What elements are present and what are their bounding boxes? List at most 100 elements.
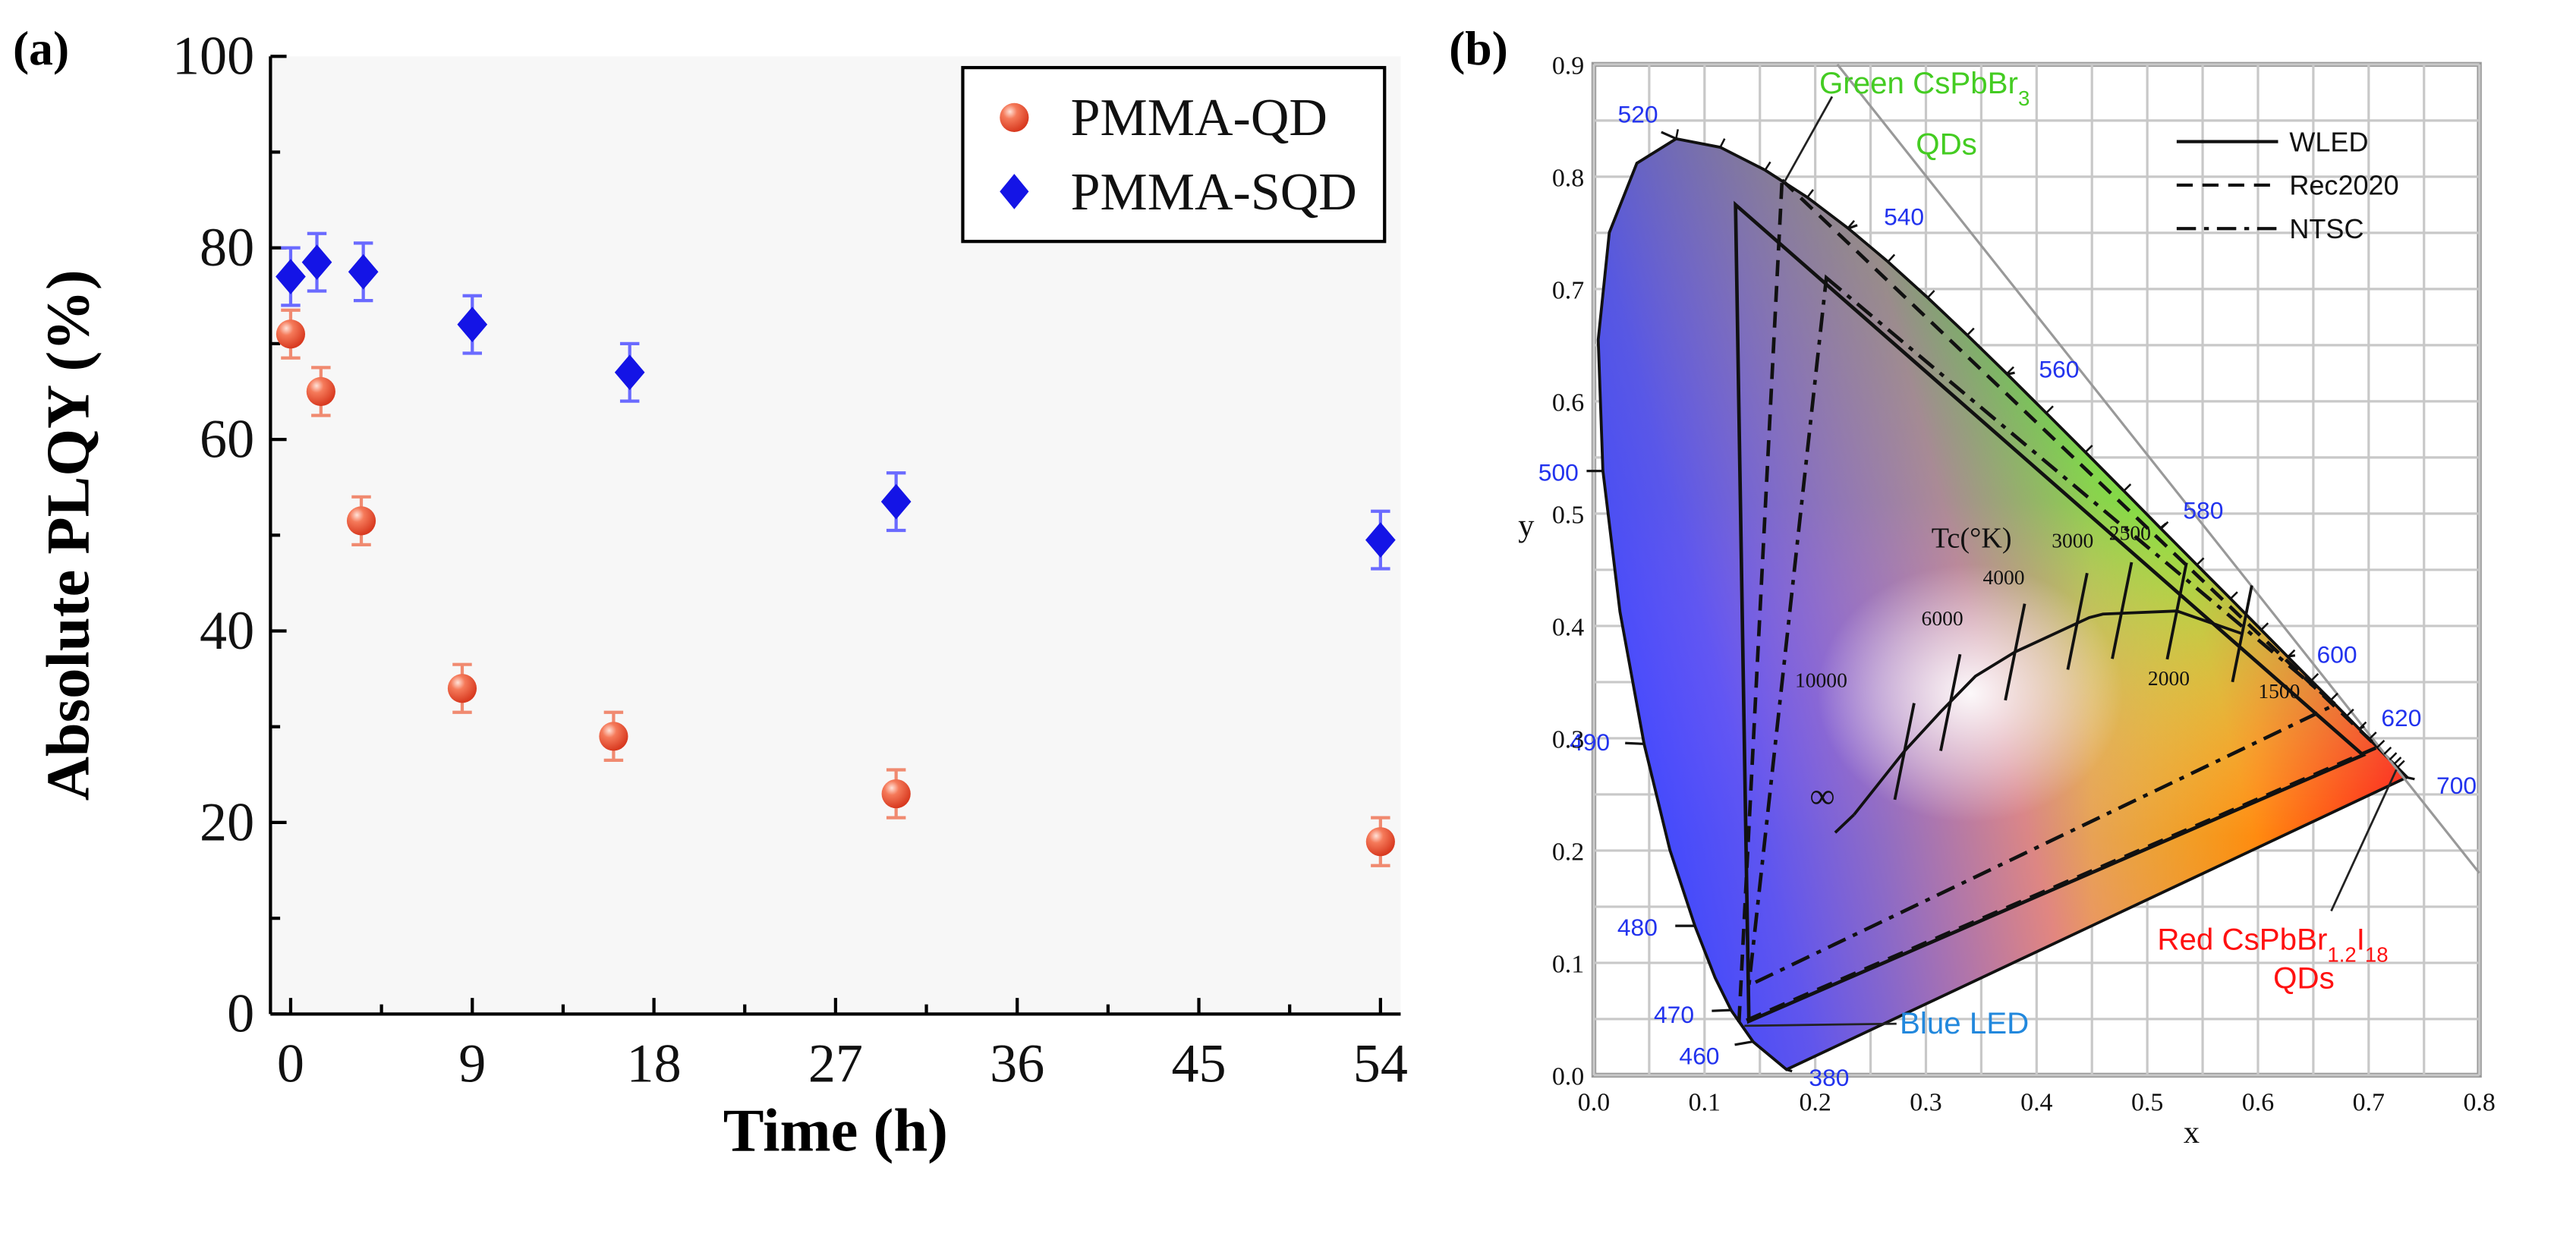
locus-minor-tick	[2045, 405, 2054, 414]
pmma-qd-point	[1365, 827, 1395, 857]
wavelength-label: 700	[2436, 772, 2477, 799]
pmma-sqd-point	[614, 354, 645, 391]
infinity-tick	[1834, 813, 1856, 834]
legend-box-a	[961, 65, 1387, 244]
wavelength-tick	[1786, 1068, 1793, 1073]
isotherm-line	[1939, 653, 1962, 751]
locus-minor-tick	[1887, 253, 1896, 263]
y-tick-label-b: 0.2	[1552, 838, 1584, 867]
legend-label-b: WLED	[2289, 126, 2368, 157]
blue-led-pointer	[1744, 1022, 1897, 1027]
x-tick-label-b: 0.4	[2020, 1089, 2052, 1117]
wavelength-tick	[1661, 131, 1677, 140]
pmma-sqd-point	[301, 244, 332, 280]
panel-b-label: (b)	[1449, 21, 1508, 75]
gamut-rec2020	[1737, 176, 2381, 1027]
isotherm-line	[2066, 572, 2089, 670]
isotherm-label: 6000	[1922, 606, 1963, 630]
pmma-qd-point	[306, 376, 335, 407]
isotherm-label: 3000	[2052, 528, 2093, 552]
legend-a: PMMA-QD PMMA-SQD	[961, 65, 1387, 244]
x-tick-label-a: 0	[277, 1033, 304, 1093]
wavelength-tick	[2006, 371, 2015, 376]
x-tick-label-b: 0.2	[1799, 1089, 1831, 1117]
pmma-qd-point	[599, 722, 628, 751]
isotherm-line	[1893, 703, 1916, 801]
wavelength-tick	[1847, 224, 1858, 230]
x-tick-label-b: 0.3	[1910, 1089, 1941, 1117]
axis-ticks-b: 0.0 0.1 0.2 0.3 0.4 0.5 0.6 0.7 0.8 0.0 0.1 0.2 0.3 0…	[1518, 52, 2496, 1150]
y-tick-label-a: 20	[200, 791, 254, 852]
x-tick-label-a: 36	[990, 1033, 1044, 1093]
locus-minor-tick	[2196, 557, 2205, 566]
legend-marker-pmma-sqd	[1000, 174, 1029, 209]
wavelength-label: 620	[2381, 704, 2421, 731]
locus-minor-tick	[1764, 161, 1771, 171]
y-tick-label-a: 60	[200, 408, 254, 469]
y-tick-label-b: 0.4	[1552, 614, 1584, 642]
wavelength-label: 580	[2183, 496, 2223, 524]
y-tick-label-a: 80	[200, 217, 254, 278]
locus-minor-tick	[2160, 521, 2169, 530]
locus-minor-tick	[1966, 327, 1975, 336]
locus-minor-tick	[2396, 760, 2405, 769]
panel-b: (b) 380 460 470 480 490 500 520 540 560 580 600 620…	[1449, 21, 2496, 1150]
x-tick-label-a: 9	[458, 1033, 486, 1093]
isotherm-label: 10000	[1795, 668, 1847, 691]
locus-minor-tick	[2229, 591, 2238, 599]
overlay-b: 380 460 470 480 490 500 520 540 560 580 600 620 700 1…	[1538, 63, 2480, 1091]
x-tick-label-a: 27	[808, 1033, 863, 1093]
wavelength-label: 480	[1617, 914, 1658, 941]
wavelength-label: 540	[1884, 203, 1924, 231]
green-qd-pointer	[1783, 96, 1834, 183]
locus-minor-tick	[2383, 746, 2392, 755]
y-tick-label-b: 0.1	[1552, 951, 1584, 979]
locus-minor-tick	[2330, 692, 2338, 701]
y-tick-label-b: 0.3	[1552, 726, 1584, 754]
x-axis-title-a: Time (h)	[723, 1097, 948, 1165]
y-axis-title-a: Absolute PLQY (%)	[35, 269, 102, 801]
pmma-sqd-point	[276, 259, 306, 294]
red-qd-pointer	[2330, 769, 2398, 912]
legend-marker-pmma-qd	[1000, 102, 1029, 132]
locus-minor-tick	[2393, 757, 2402, 765]
green-qd-label: Green CsPbBr3	[1819, 66, 2030, 110]
pmma-qd-point	[447, 674, 477, 703]
red-qd-label: Red CsPbBr1.2I18	[2157, 923, 2388, 967]
wavelength-label: 460	[1679, 1042, 1719, 1069]
legend-label: PMMA-QD	[1071, 89, 1327, 147]
isotherm-line	[2231, 585, 2253, 683]
pmma-sqd-point	[348, 253, 379, 290]
isotherm-label: 1500	[2258, 679, 2300, 703]
x-tick-label-a: 45	[1171, 1033, 1226, 1093]
wavelength-tick	[1734, 1040, 1754, 1046]
blue-led-label: Blue LED	[1900, 1006, 2029, 1040]
locus-minor-tick	[2310, 672, 2319, 681]
y-tick-label-b: 0.8	[1552, 165, 1584, 193]
pmma-sqd-point	[880, 483, 912, 520]
x-tick-label-b: 0.7	[2353, 1089, 2385, 1117]
wavelength-label: 470	[1654, 1001, 1694, 1028]
wavelength-label: 560	[2039, 356, 2079, 383]
locus-minor-tick	[2123, 483, 2132, 492]
locus-minor-tick	[2376, 739, 2385, 748]
y-tick-label-b: 0.9	[1552, 52, 1584, 80]
locus-minor-tick	[1719, 138, 1726, 148]
tc-label: Tc(°K)	[1932, 522, 2012, 554]
locus-minor-tick	[1926, 290, 1935, 299]
x-tick-label-b: 0.0	[1578, 1089, 1610, 1117]
y-tick-label-b: 0.5	[1552, 502, 1584, 530]
axis-ticks-a: 0 20 40 60 80 100 0 9 18 27 36 45 54	[172, 26, 1408, 1094]
isotherm-line	[2004, 603, 2026, 701]
cie-white-point	[1817, 565, 2124, 823]
pmma-qd-point	[881, 779, 911, 809]
red-qd-label-line2: QDs	[2273, 961, 2335, 995]
wavelength-label: 380	[1809, 1064, 1849, 1091]
locus-minor-tick	[2345, 708, 2354, 717]
wavelength-label: 600	[2317, 640, 2357, 668]
pmma-sqd-point	[457, 307, 488, 342]
wavelength-tick	[1712, 1008, 1731, 1012]
x-axis-title-b: x	[2184, 1115, 2200, 1150]
